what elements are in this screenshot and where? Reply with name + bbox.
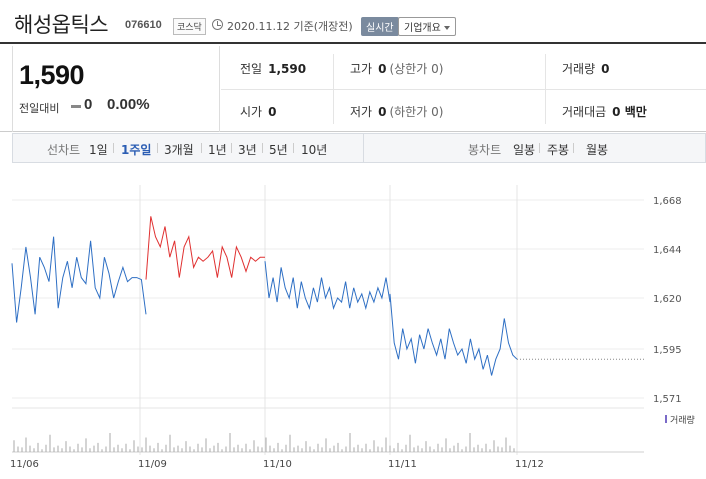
candle-chart-label: 봉차트	[468, 143, 502, 157]
volume-legend-marker	[665, 415, 667, 423]
price-series-line	[11, 236, 147, 323]
tab-3m[interactable]: 3개월	[164, 143, 194, 157]
tab-separator	[201, 143, 202, 153]
price-chart-svg: 1,668 1,644 1,620 1,595 1,571 11/06 11/09 11/10…	[10, 185, 695, 470]
change-percent: 0.00%	[107, 96, 150, 113]
price-series-line	[389, 293, 518, 376]
tab-10y[interactable]: 10년	[301, 143, 328, 157]
tab-separator	[262, 143, 263, 153]
x-tick-label: 11/12	[515, 459, 544, 470]
x-tick-label: 11/10	[263, 459, 292, 470]
price-series-line	[264, 261, 391, 311]
chevron-down-icon	[443, 26, 450, 30]
stat-divider	[545, 54, 546, 124]
price-chart: 1,668 1,644 1,620 1,595 1,571 11/06 11/09 11/10…	[0, 165, 706, 479]
volume-legend-label: 거래량	[670, 414, 695, 426]
stat-amount: 거래대금 0 백만	[562, 105, 647, 119]
tab-separator	[231, 143, 232, 153]
tab-weekly[interactable]: 주봉	[547, 143, 570, 157]
stock-code: 076610	[125, 19, 162, 31]
stat-open: 시가 0	[240, 105, 277, 119]
tab-3y[interactable]: 3년	[238, 143, 257, 157]
y-tick-label: 1,571	[653, 394, 682, 405]
stat-divider	[221, 89, 706, 90]
tab-1y[interactable]: 1년	[208, 143, 227, 157]
tab-daily[interactable]: 일봉	[513, 143, 536, 157]
price-box: 1,590 전일대비 0 0.00%	[12, 46, 220, 132]
prev-change-label: 전일대비	[19, 102, 60, 115]
realtime-button[interactable]: 실시간	[361, 17, 399, 36]
tab-group-divider	[363, 134, 364, 162]
line-chart-label: 선차트	[47, 143, 81, 157]
tab-separator	[157, 143, 158, 153]
flat-icon	[71, 105, 81, 108]
y-tick-label: 1,668	[653, 196, 682, 207]
y-tick-label: 1,620	[653, 294, 682, 305]
quote-info: 1,590 전일대비 0 0.00% 전일 1,590 고가 0 (상한가 0) 거래…	[0, 46, 706, 132]
current-price: 1,590	[19, 60, 85, 90]
tab-separator	[539, 143, 540, 153]
clock-icon	[212, 19, 223, 30]
stock-name: 해성옵틱스	[14, 13, 109, 37]
stat-divider	[333, 54, 334, 124]
stock-header: 해성옵틱스 076610 코스닥 2020.11.12 기준(개장전) 실시간 …	[0, 0, 706, 44]
x-tick-label: 11/06	[10, 459, 39, 470]
x-tick-label: 11/11	[388, 459, 417, 470]
tab-5y[interactable]: 5년	[269, 143, 288, 157]
company-info-label: 기업개요	[404, 23, 441, 34]
stat-low: 저가 0 (하한가 0)	[350, 105, 444, 119]
company-info-button[interactable]: 기업개요	[398, 17, 456, 36]
y-tick-label: 1,644	[653, 245, 682, 256]
tab-separator	[573, 143, 574, 153]
chart-tabs: 선차트 1일 1주일 3개월 1년 3년 5년 10년 봉차트 일봉 주봉 월봉	[12, 133, 706, 163]
tab-monthly[interactable]: 월봉	[586, 143, 609, 157]
stat-prev-close: 전일 1,590	[240, 62, 307, 76]
tab-1d[interactable]: 1일	[89, 143, 108, 157]
stat-volume: 거래량 0	[562, 62, 610, 76]
tab-1w[interactable]: 1주일	[121, 143, 152, 157]
x-tick-label: 11/09	[138, 459, 167, 470]
stat-high: 고가 0 (상한가 0)	[350, 62, 444, 76]
change-value: 0	[84, 96, 93, 113]
y-tick-label: 1,595	[653, 345, 682, 356]
tab-separator	[293, 143, 294, 153]
price-series-line	[145, 216, 265, 280]
tab-separator	[113, 143, 114, 153]
date-text: 2020.11.12 기준(개장전)	[227, 20, 353, 33]
market-badge: 코스닥	[173, 18, 206, 35]
